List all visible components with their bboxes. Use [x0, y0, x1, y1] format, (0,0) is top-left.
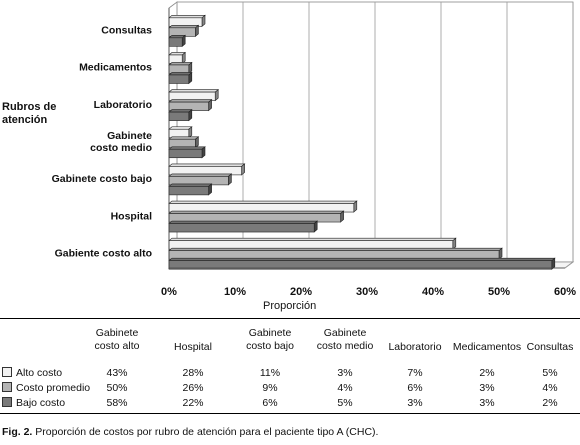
bar-top-face: [168, 99, 213, 103]
bar: [168, 111, 190, 121]
table-cell: 43%: [106, 367, 128, 379]
table-cell: 28%: [182, 367, 204, 379]
bar-top-face: [168, 126, 193, 130]
table-row: Alto costo 43% 28% 11% 3% 7% 2% 5%: [0, 367, 580, 381]
table-row: Bajo costo 58% 22% 6% 5% 3% 3% 2%: [0, 397, 580, 411]
legend-swatch: [2, 367, 12, 377]
x-tick-label: 10%: [224, 286, 246, 298]
bar-chart: 0% 10% 20% 30% 40% 50% 60% Gabiente costo alto H…: [52, 1, 576, 298]
bar: [168, 148, 203, 159]
table-top-rule: [0, 318, 580, 319]
table-cell: 3%: [479, 397, 495, 409]
table-column-header: Laboratorio: [388, 341, 442, 353]
bar-top-face: [168, 173, 233, 177]
y-tick-label: Gabiente costo alto: [55, 247, 152, 259]
table-cell: 5%: [337, 397, 353, 409]
table-cell: 50%: [106, 382, 128, 394]
table-cell: 11%: [259, 367, 281, 379]
table-cell: 58%: [106, 397, 128, 409]
bar: [168, 223, 315, 233]
bar-top-face: [168, 247, 503, 251]
legend-label: Costo promedio: [16, 382, 91, 394]
caption-prefix: Fig. 2.: [2, 426, 33, 438]
bar-top-face: [168, 136, 200, 140]
bar-top-face: [168, 163, 246, 167]
table-cell: 2%: [542, 397, 558, 409]
table-column-header: Gabinete costo bajo: [246, 327, 294, 352]
bar-top-face: [168, 237, 457, 241]
table-cell: 2%: [479, 367, 495, 379]
x-tick-label: 20%: [290, 286, 312, 298]
y-tick-label: Gabinete costo bajo: [52, 173, 152, 185]
bar-top-face: [168, 146, 206, 150]
table-cell: 3%: [337, 367, 353, 379]
bar-top-face: [168, 257, 556, 261]
table-cell: 6%: [262, 397, 278, 409]
legend-swatch: [2, 397, 12, 407]
bar-top-face: [168, 72, 193, 76]
table-cell: 6%: [407, 382, 423, 394]
x-tick-label: 50%: [488, 286, 510, 298]
table-column-header: Gabinete costo alto: [94, 327, 140, 352]
table-row: Costo promedio 50% 26% 9% 4% 6% 3% 4%: [0, 382, 580, 396]
table-column-header: Medicamentos: [452, 341, 522, 353]
y-tick-label: Medicamentos: [79, 62, 152, 74]
y-tick-label: Hospital: [111, 210, 153, 222]
bar: [168, 37, 183, 47]
y-tick-label: Consultas: [101, 25, 152, 37]
table-bottom-rule: [0, 413, 580, 414]
x-axis-label: Proporción: [263, 300, 317, 312]
legend-label: Bajo costo: [16, 397, 66, 409]
table-cell: 7%: [407, 367, 423, 379]
table-cell: 4%: [542, 382, 558, 394]
table-cell: 26%: [182, 382, 204, 394]
row-label: Bajo costo: [2, 397, 65, 409]
x-tick-label: 30%: [356, 286, 378, 298]
bar-top-face: [168, 15, 206, 19]
figure-caption: Fig. 2. Proporción de costos por rubro d…: [2, 426, 378, 438]
table-column-header: Consultas: [526, 341, 574, 353]
table-cell: 5%: [542, 367, 558, 379]
bar-top-face: [168, 183, 213, 187]
legend-label: Alto costo: [16, 367, 63, 379]
table-column-header: Hospital: [174, 341, 212, 353]
bar-top-face: [168, 109, 193, 113]
gridline-depth: [564, 261, 574, 269]
legend-swatch: [2, 382, 12, 392]
x-tick-label: 40%: [422, 286, 444, 298]
table-cell: 9%: [262, 382, 278, 394]
bar-top-face: [168, 210, 345, 214]
bar-top-face: [168, 200, 358, 204]
table-cell: 3%: [407, 397, 423, 409]
bar-top-face: [168, 89, 220, 93]
y-axis-label: Rubros de atención: [2, 101, 57, 126]
row-label: Costo promedio: [2, 382, 90, 394]
x-tick-label: 0%: [161, 286, 177, 298]
x-tick-label: 60%: [554, 286, 576, 298]
table-cell: 22%: [182, 397, 204, 409]
bar: [168, 186, 209, 196]
row-label: Alto costo: [2, 367, 62, 379]
bar-top-face: [168, 62, 193, 66]
caption-text: Proporción de costos por rubro de atenci…: [35, 426, 379, 438]
table-cell: 4%: [337, 382, 353, 394]
bar: [168, 74, 190, 84]
y-tick-label: Laboratorio: [94, 99, 152, 111]
table-column-header: Gabinete costo medio: [316, 327, 374, 352]
bar-top-face: [168, 25, 200, 29]
table-cell: 3%: [479, 382, 495, 394]
bar-top-face: [168, 220, 319, 224]
y-tick-label: Gabinete costo medio: [90, 130, 152, 154]
